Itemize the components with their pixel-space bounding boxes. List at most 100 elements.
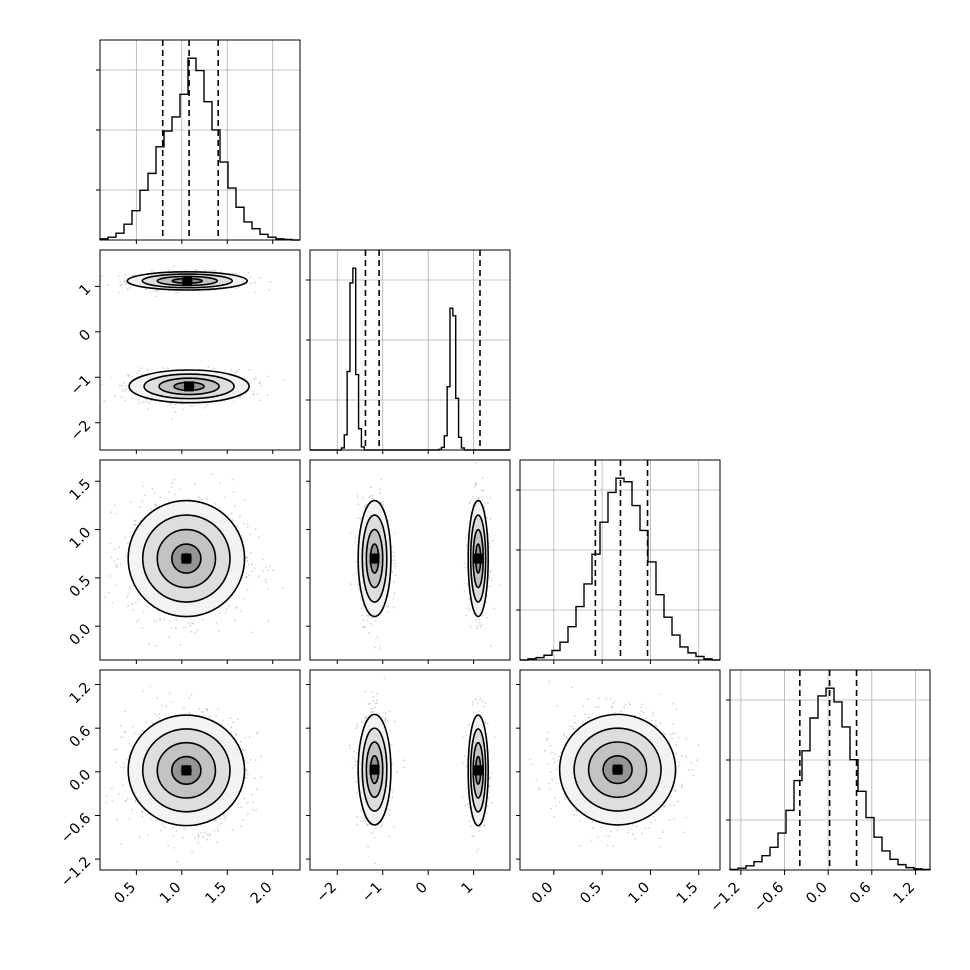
- scatter-point: [475, 481, 478, 484]
- scatter-point: [257, 575, 260, 578]
- scatter-point: [468, 598, 471, 601]
- scatter-point: [124, 732, 126, 734]
- scatter-point: [362, 819, 365, 822]
- scatter-point: [391, 796, 394, 799]
- panel-content: [349, 461, 501, 650]
- scatter-point: [244, 576, 247, 578]
- scatter-point: [498, 584, 501, 586]
- scatter-point: [349, 531, 352, 534]
- scatter-point: [468, 609, 471, 611]
- scatter-point: [127, 605, 129, 607]
- scatter-point: [360, 607, 363, 610]
- scatter-point: [482, 489, 485, 492]
- scatter-point: [130, 745, 133, 748]
- scatter-point: [231, 478, 234, 481]
- scatter-point: [471, 499, 473, 501]
- scatter-point: [141, 626, 144, 629]
- pair-panel-0-1: [99, 249, 301, 451]
- scatter-point: [231, 519, 234, 521]
- scatter-point: [382, 504, 385, 506]
- scatter-point: [151, 487, 154, 490]
- panel-frame: [729, 669, 931, 871]
- panel-frame: [519, 459, 721, 661]
- scatter-point: [133, 523, 136, 526]
- scatter-point: [234, 372, 236, 374]
- scatter-point: [490, 569, 493, 572]
- scatter-point: [142, 485, 145, 488]
- scatter-point: [194, 837, 196, 840]
- scatter-point: [369, 702, 371, 705]
- scatter-point: [206, 708, 208, 711]
- scatter-point: [109, 376, 112, 379]
- scatter-point: [235, 734, 237, 736]
- scatter-point: [147, 605, 149, 608]
- hist-panel-1: [306, 249, 511, 451]
- panel-content: [105, 685, 263, 863]
- scatter-point: [237, 802, 240, 805]
- scatter-point: [194, 631, 196, 634]
- scatter-point: [251, 563, 254, 566]
- scatter-point: [229, 716, 232, 719]
- scatter-point: [142, 401, 144, 403]
- scatter-point: [365, 823, 368, 826]
- scatter-point: [259, 382, 261, 385]
- scatter-point: [126, 595, 129, 598]
- scatter-point: [140, 373, 143, 376]
- scatter-point: [370, 832, 373, 835]
- scatter-point: [268, 289, 270, 291]
- scatter-point: [141, 500, 143, 502]
- scatter-point: [170, 626, 173, 629]
- scatter-point: [240, 610, 242, 613]
- scatter-point: [369, 495, 372, 497]
- scatter-point: [488, 546, 491, 548]
- scatter-point: [249, 533, 252, 535]
- scatter-point: [475, 619, 478, 622]
- scatter-point: [162, 367, 165, 369]
- scatter-point: [245, 770, 248, 772]
- scatter-point: [356, 772, 358, 774]
- scatter-point: [245, 776, 248, 779]
- scatter-point: [131, 603, 134, 606]
- scatter-point: [253, 379, 256, 381]
- scatter-point: [126, 288, 129, 291]
- scatter-point: [179, 643, 182, 646]
- scatter-point: [234, 272, 237, 275]
- scatter-point: [239, 515, 241, 518]
- scatter-point: [254, 777, 256, 780]
- scatter-point: [364, 717, 367, 719]
- contour-line: [467, 499, 489, 618]
- scatter-point: [356, 823, 359, 826]
- scatter-point: [204, 269, 207, 271]
- scatter-point: [134, 800, 137, 803]
- panel-frame: [309, 249, 511, 451]
- scatter-point: [268, 565, 271, 568]
- scatter-point: [157, 289, 160, 292]
- scatter-point: [122, 784, 124, 787]
- panel-frame: [99, 39, 301, 241]
- scatter-point: [220, 822, 223, 824]
- scatter-point: [365, 503, 368, 506]
- scatter-point: [369, 711, 372, 714]
- scatter-point: [131, 609, 134, 611]
- scatter-point: [252, 393, 255, 395]
- scatter-point: [120, 563, 122, 565]
- scatter-point: [218, 482, 221, 485]
- contour-line: [141, 273, 234, 289]
- scatter-point: [181, 837, 184, 839]
- scatter-point: [262, 558, 264, 561]
- scatter-point: [123, 382, 125, 384]
- scatter-point: [201, 711, 204, 713]
- hist-step: [520, 477, 720, 661]
- scatter-point: [228, 604, 230, 607]
- scatter-point: [380, 501, 383, 504]
- scatter-point: [490, 645, 492, 648]
- scatter-point: [198, 708, 201, 710]
- scatter-point: [113, 559, 116, 562]
- scatter-point: [175, 627, 177, 630]
- scatter-point: [259, 384, 262, 387]
- scatter-point: [139, 506, 142, 508]
- scatter-point: [167, 636, 170, 638]
- scatter-point: [125, 280, 127, 283]
- scatter-point: [190, 405, 192, 408]
- scatter-point: [243, 499, 246, 502]
